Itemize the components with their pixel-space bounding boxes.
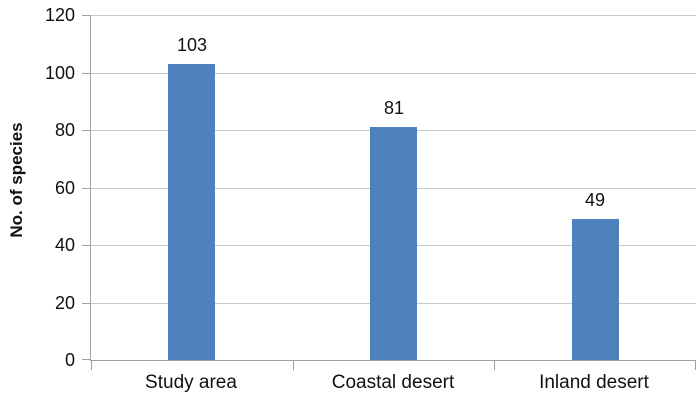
y-axis-tick-label-60: 60 [54, 178, 75, 198]
bar-value-label: 81 [383, 98, 405, 118]
y-axis-tick-80 [82, 130, 91, 131]
bar-value-label: 49 [584, 190, 606, 210]
y-axis-tick-40 [82, 245, 91, 246]
x-axis-category-labels: Study area Coastal desert Inland desert [90, 360, 695, 400]
category-label-study-area: Study area [145, 372, 237, 393]
plot-area: 103 81 49 [82, 15, 696, 370]
bar-inland-desert [572, 219, 619, 360]
x-axis-tick-3 [695, 361, 696, 370]
category-label-coastal-desert: Coastal desert [331, 372, 455, 393]
y-axis-tick-label-80: 80 [54, 120, 75, 140]
x-axis-tick-1 [293, 361, 294, 370]
y-axis-tick-labels: 0 20 40 60 80 100 120 [0, 5, 75, 370]
y-axis-tick-100 [82, 73, 91, 74]
y-axis-tick-label-40: 40 [54, 235, 75, 255]
y-axis-tick-120 [82, 15, 91, 16]
bar-coastal-desert [370, 127, 417, 360]
y-axis-tick-label-0: 0 [64, 350, 75, 370]
y-axis-tick-label-20: 20 [54, 293, 75, 313]
x-axis-tick-0 [91, 361, 92, 370]
y-axis-tick-label-100: 100 [44, 63, 75, 83]
y-axis-tick-0 [82, 359, 91, 360]
bar-study-area [168, 64, 215, 360]
bar-value-label: 103 [176, 35, 208, 55]
y-axis-tick-20 [82, 303, 91, 304]
category-label-inland-desert: Inland desert [539, 372, 649, 393]
x-axis-tick-2 [494, 361, 495, 370]
gridline-100 [91, 73, 696, 74]
y-axis-tick-label-120: 120 [44, 5, 75, 25]
y-axis-tick-60 [82, 188, 91, 189]
gridline-120 [91, 15, 696, 16]
